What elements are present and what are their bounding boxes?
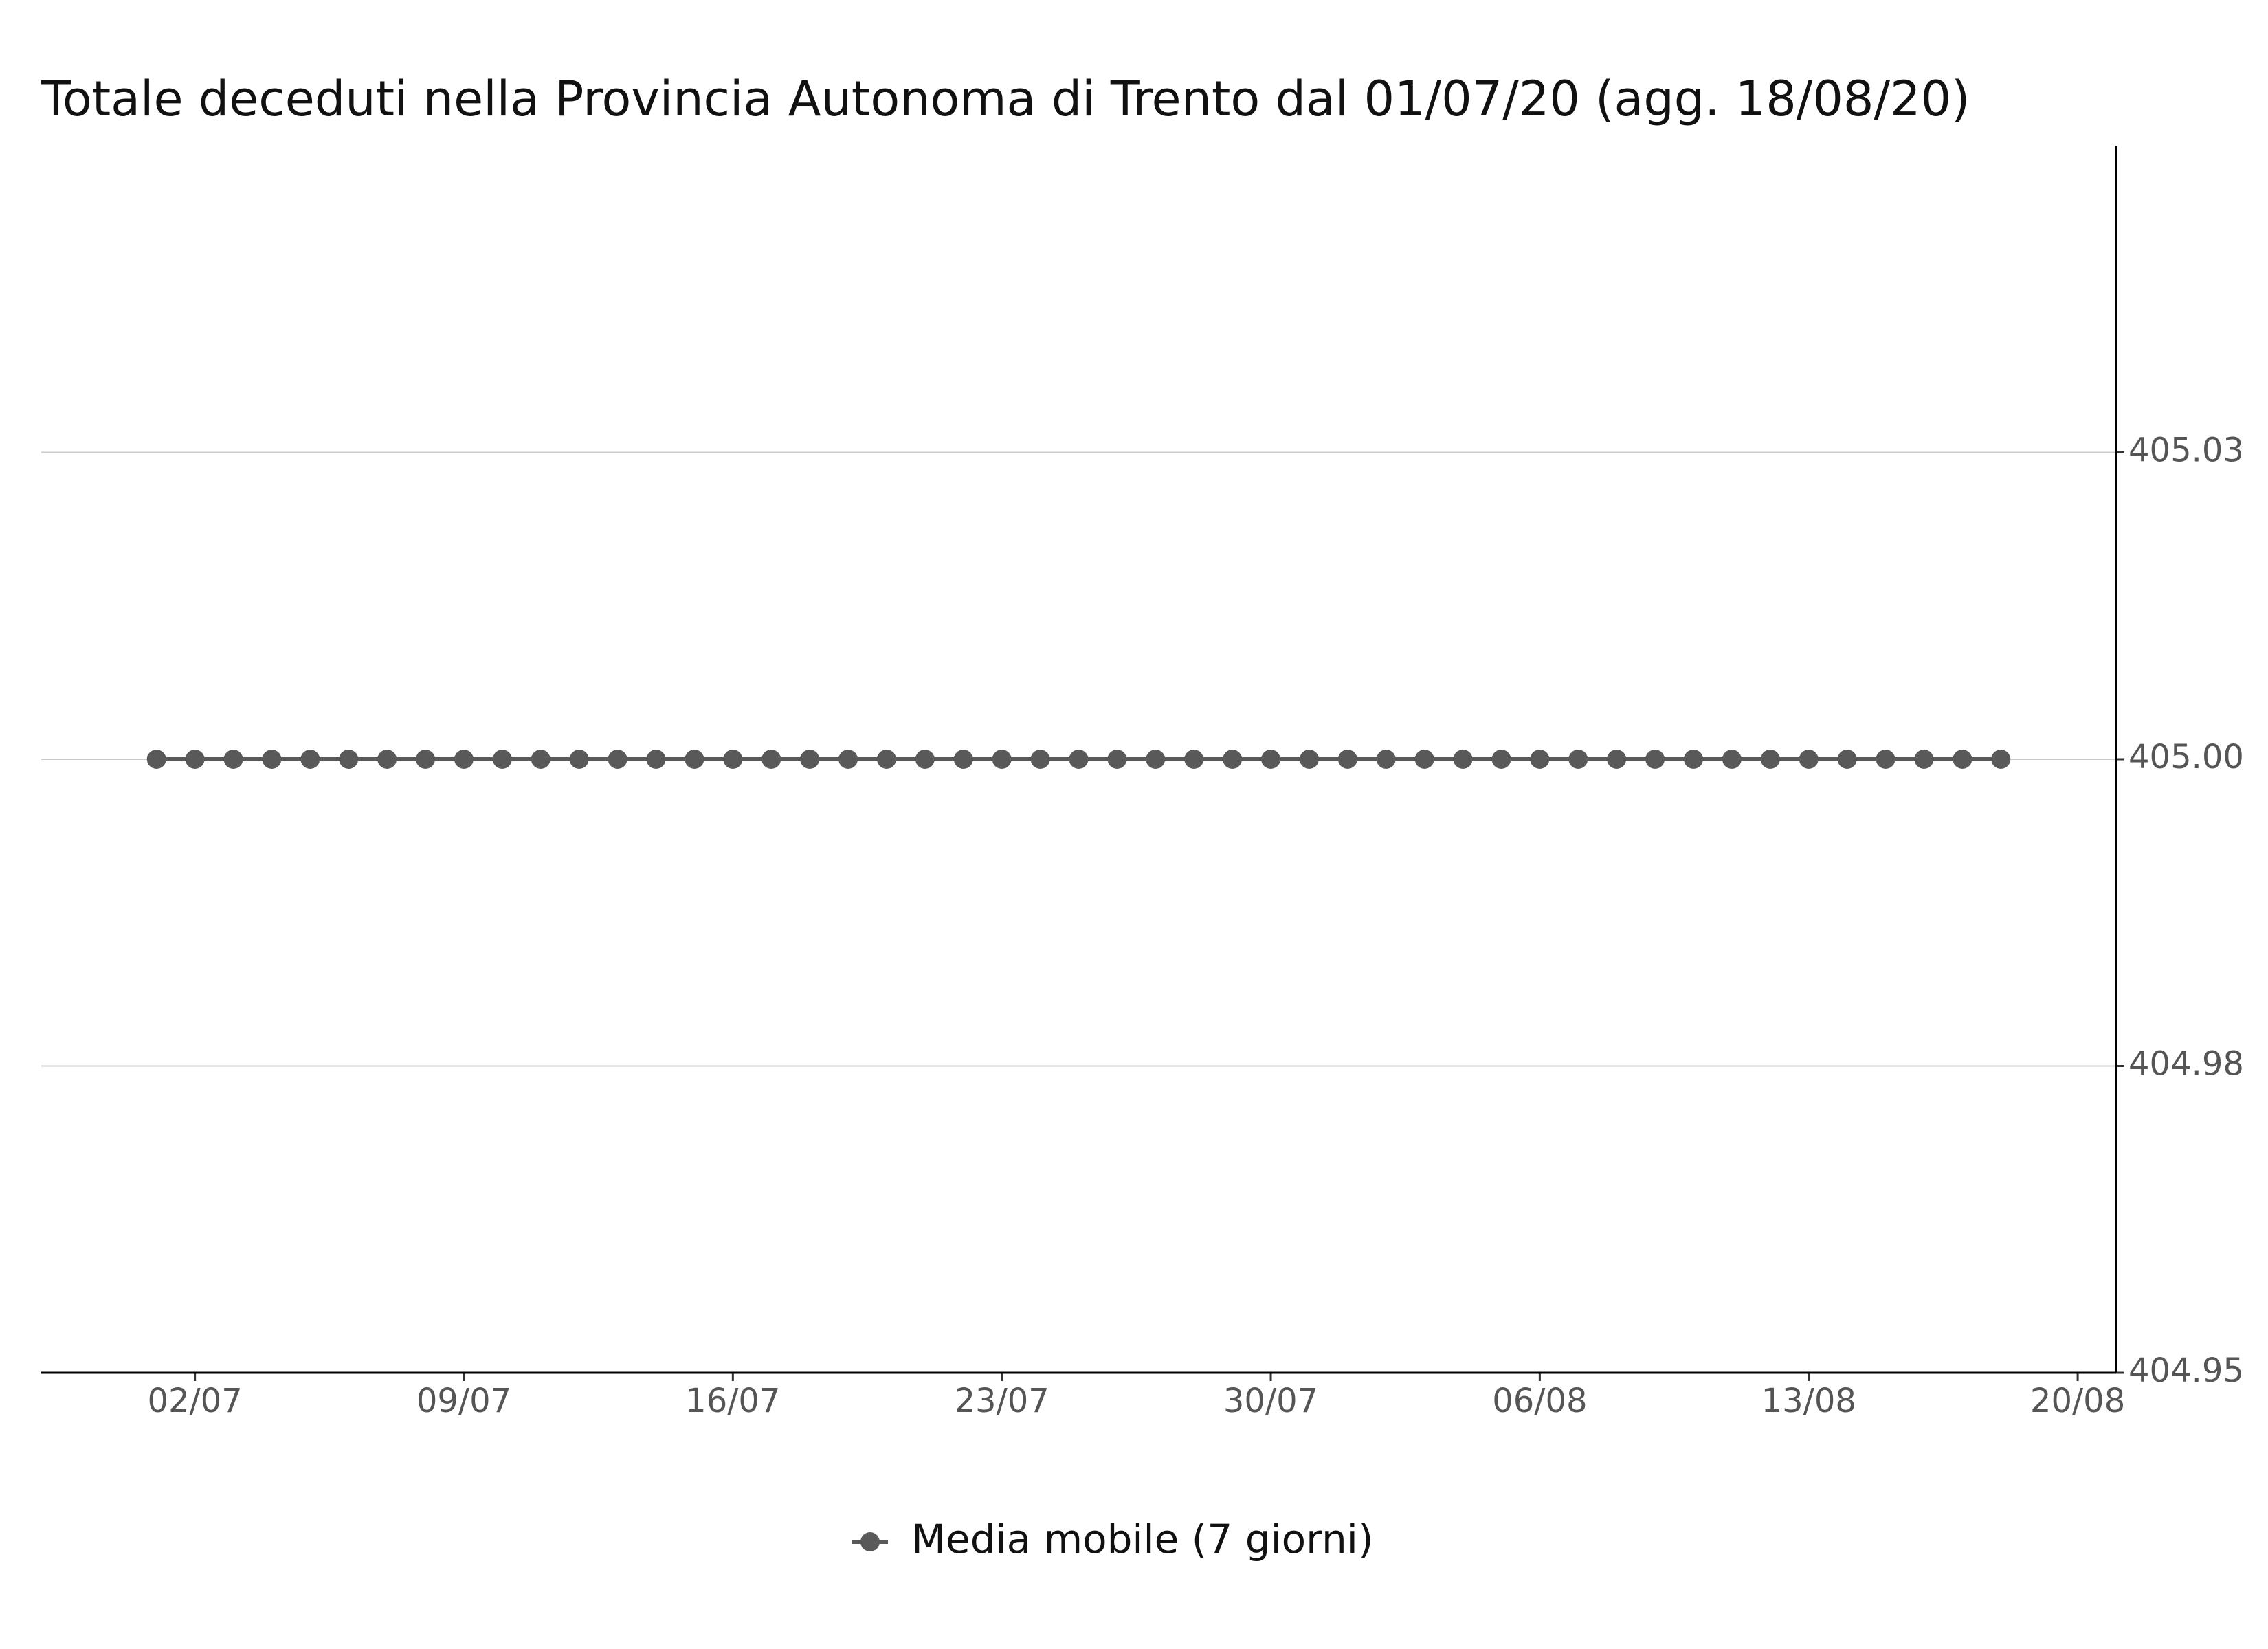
data-point [1491, 750, 1511, 769]
y-tick-label: 405.00 [2128, 738, 2244, 776]
x-tick-label: 16/07 [685, 1382, 780, 1420]
x-tick-label: 20/08 [2030, 1382, 2125, 1420]
data-point [723, 750, 743, 769]
data-point [1337, 750, 1357, 769]
data-point [915, 750, 935, 769]
chart-title: Totale deceduti nella Provincia Autonoma… [41, 71, 1970, 127]
x-tick-label: 09/07 [416, 1382, 511, 1420]
legend-swatch-point [860, 1532, 880, 1551]
x-tick-label: 06/08 [1492, 1382, 1587, 1420]
data-point [1991, 750, 2011, 769]
y-tick-label: 404.98 [2128, 1045, 2244, 1084]
data-point [1760, 750, 1780, 769]
y-tick-label: 405.03 [2128, 431, 2244, 470]
data-point [1146, 750, 1166, 769]
data-point [1069, 750, 1089, 769]
data-point [223, 750, 243, 769]
data-point [1299, 750, 1319, 769]
data-point [146, 750, 166, 769]
data-point [185, 750, 205, 769]
data-point [454, 750, 474, 769]
y-tick-label: 404.95 [2128, 1351, 2244, 1390]
data-point [1837, 750, 1857, 769]
data-point [1914, 750, 1934, 769]
x-tick-label: 02/07 [147, 1382, 242, 1420]
data-point [416, 750, 436, 769]
data-point [646, 750, 666, 769]
data-point [377, 750, 397, 769]
data-point [1684, 750, 1704, 769]
data-point [1607, 750, 1627, 769]
data-point [1261, 750, 1281, 769]
data-point [1414, 750, 1434, 769]
data-point [339, 750, 359, 769]
data-point [1184, 750, 1204, 769]
data-point [1530, 750, 1550, 769]
data-point [1107, 750, 1127, 769]
data-point [1376, 750, 1396, 769]
data-point [992, 750, 1012, 769]
x-tick-label: 23/07 [955, 1382, 1049, 1420]
data-point [569, 750, 589, 769]
data-point [531, 750, 551, 769]
data-point [1876, 750, 1895, 769]
data-point [876, 750, 896, 769]
data-point [1722, 750, 1742, 769]
data-point [1645, 750, 1665, 769]
data-point [1453, 750, 1473, 769]
x-tick-label: 13/08 [1761, 1382, 1856, 1420]
x-tick-label: 30/07 [1223, 1382, 1318, 1420]
data-point [800, 750, 820, 769]
data-point [262, 750, 282, 769]
legend-label: Media mobile (7 giorni) [911, 1516, 1374, 1562]
data-point [492, 750, 512, 769]
data-point [838, 750, 858, 769]
data-point [1223, 750, 1243, 769]
data-point [300, 750, 320, 769]
data-point [1568, 750, 1588, 769]
data-point [953, 750, 973, 769]
data-point [1030, 750, 1050, 769]
data-point [761, 750, 781, 769]
data-point [608, 750, 627, 769]
data-point [685, 750, 704, 769]
data-point [1799, 750, 1819, 769]
data-point [1953, 750, 1972, 769]
